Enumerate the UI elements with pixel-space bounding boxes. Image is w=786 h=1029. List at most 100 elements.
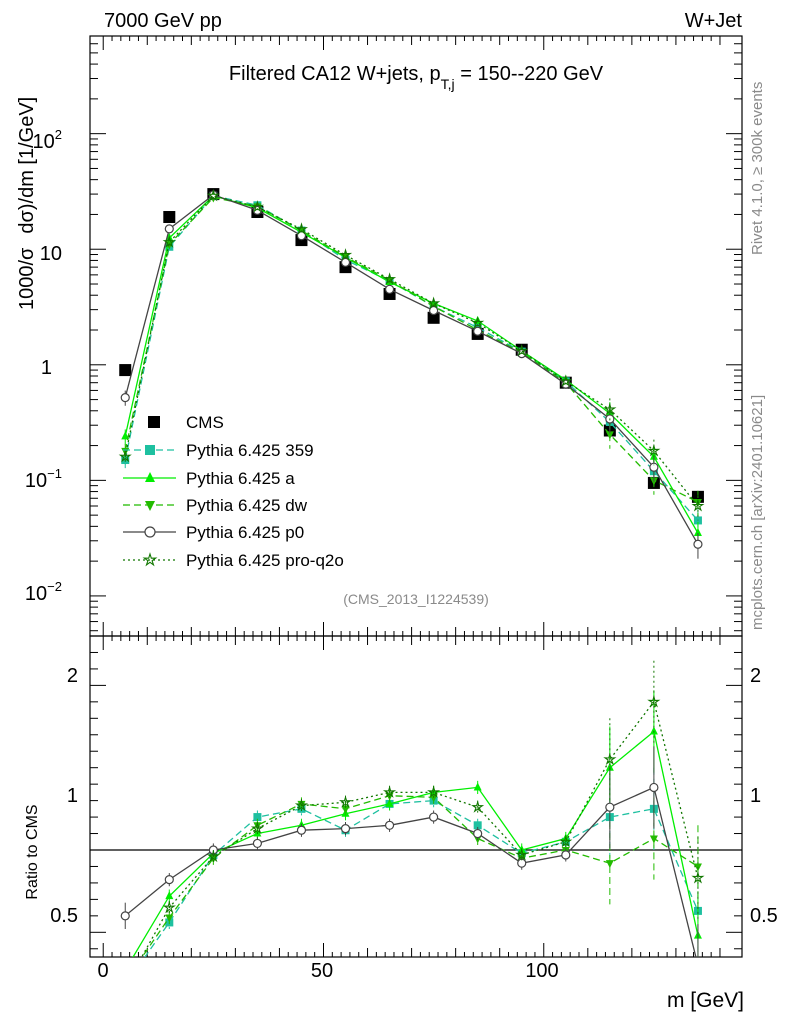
ratio-point-pythia-6-425-pro-q2o xyxy=(206,849,220,863)
ytick-1e2: 102 xyxy=(33,127,62,153)
ratio-point-pythia-6-425-a xyxy=(385,798,394,807)
ytick-10: 10 xyxy=(40,243,62,265)
ratio-point-pythia-6-425-pro-q2o xyxy=(294,798,309,812)
x-axis-label: m [GeV] xyxy=(667,989,744,1012)
data-point-pythia-6-425-p0 xyxy=(164,224,174,234)
series-line-pythia-6-425-p0 xyxy=(124,194,699,545)
main-frame xyxy=(89,35,743,637)
data-point-pythia-6-425-p0 xyxy=(473,326,483,336)
data-point-pythia-6-425-dw xyxy=(605,431,614,440)
legend-marker-pythia-6-425-359 xyxy=(145,445,155,455)
data-point-pythia-6-425-pro-q2o xyxy=(603,402,617,416)
data-point-cms xyxy=(163,211,176,224)
header-left: 7000 GeV pp xyxy=(104,10,222,32)
legend-label-pro-q2o: Pythia 6.425 pro-q2o xyxy=(186,551,344,570)
ratio-point-pythia-6-425-pro-q2o xyxy=(559,834,573,848)
xtick-50: 50 xyxy=(311,960,333,982)
ratio-point-pythia-6-425-p0 xyxy=(252,838,263,849)
data-point-pythia-6-425-p0 xyxy=(429,305,439,316)
ratio-point-pythia-6-425-p0 xyxy=(605,802,615,812)
legend-label-p0: Pythia 6.425 p0 xyxy=(186,523,304,542)
ratio-line-pythia-6-425-a xyxy=(132,730,699,957)
ratio-point-pythia-6-425-pro-q2o xyxy=(471,800,485,813)
chart-title: Filtered CA12 W+jets, pT,j = 150--220 Ge… xyxy=(229,63,604,92)
ratio-point-pythia-6-425-pro-q2o xyxy=(691,871,705,884)
ratio-point-pythia-6-425-p0 xyxy=(517,858,527,868)
ratio-point-pythia-6-425-p0 xyxy=(694,961,702,969)
ytick-1e-2: 10−2 xyxy=(25,579,62,605)
ratio-point-pythia-6-425-p0 xyxy=(473,828,483,839)
data-point-pythia-6-425-pro-q2o xyxy=(118,449,132,463)
ratio-point-pythia-6-425-359 xyxy=(473,821,482,830)
ratio-y-label: Ratio to CMS xyxy=(24,804,41,899)
data-point-pythia-6-425-p0 xyxy=(693,539,703,549)
chart-title-pre: Filtered CA12 W+jets, p xyxy=(229,63,441,85)
ratio-point-pythia-6-425-dw xyxy=(605,860,614,869)
ytick-1e-1: 10−1 xyxy=(25,466,62,492)
ratio-tick-0.5: 0.5 xyxy=(50,905,78,927)
legend-label-cms: CMS xyxy=(186,413,224,432)
data-point-pythia-6-425-pro-q2o xyxy=(250,200,265,213)
ratio-line-pythia-6-425-pro-q2o xyxy=(140,700,699,957)
series-line-pythia-6-425-dw xyxy=(124,196,699,503)
ratio-point-pythia-6-425-dw xyxy=(341,805,350,814)
data-point-cms xyxy=(119,364,132,377)
ratio-point-pythia-6-425-pro-q2o xyxy=(603,752,617,766)
mcplots-label: mcplots.cern.ch [arXiv:2401.10621] xyxy=(749,395,766,630)
ytick-1: 1 xyxy=(41,357,52,379)
ratio-point-pythia-6-425-pro-q2o xyxy=(162,900,176,914)
ratio-tick-1-right: 1 xyxy=(750,785,761,807)
ratio-point-pythia-6-425-a xyxy=(165,891,174,900)
xtick-100: 100 xyxy=(525,960,558,982)
ratio-line-pythia-6-425-dw xyxy=(141,795,699,957)
ratio-point-pythia-6-425-p0 xyxy=(164,875,174,885)
ratio-line-pythia-6-425-p0 xyxy=(124,786,697,957)
ratio-point-pythia-6-425-p0 xyxy=(429,812,439,822)
ratio-point-pythia-6-425-dw xyxy=(649,835,658,844)
ratio-point-pythia-6-425-359 xyxy=(121,981,129,989)
ratio-point-pythia-6-425-p0 xyxy=(649,782,659,793)
xtick-0: 0 xyxy=(97,960,108,982)
chart-title-sub: T,j xyxy=(441,76,455,92)
legend-label-dw: Pythia 6.425 dw xyxy=(186,496,308,515)
ratio-point-pythia-6-425-dw xyxy=(253,822,262,831)
chart-title-post: = 150--220 GeV xyxy=(455,63,604,85)
ratio-point-pythia-6-425-p0 xyxy=(561,850,571,860)
data-point-pythia-6-425-pro-q2o xyxy=(294,222,309,235)
ratio-point-pythia-6-425-pro-q2o xyxy=(382,785,397,798)
data-point-pythia-6-425-pro-q2o xyxy=(427,296,441,309)
ratio-point-pythia-6-425-a xyxy=(649,726,658,735)
ratio-point-pythia-6-425-p0 xyxy=(296,825,307,835)
data-point-pythia-6-425-a xyxy=(693,528,702,537)
ratio-point-pythia-6-425-p0 xyxy=(340,823,351,834)
data-point-pythia-6-425-pro-q2o xyxy=(647,443,661,457)
data-point-pythia-6-425-pro-q2o xyxy=(471,316,485,329)
data-point-pythia-6-425-pro-q2o xyxy=(382,272,397,285)
ratio-tick-0.5-right: 0.5 xyxy=(750,905,778,927)
header-right: W+Jet xyxy=(685,10,743,32)
y-axis-label-b: dσ)/dm [1/GeV] xyxy=(16,97,38,234)
data-point-pythia-6-425-pro-q2o xyxy=(691,499,705,512)
ratio-tick-2: 2 xyxy=(67,665,78,687)
legend-marker-pythia-6-425-p0 xyxy=(144,526,156,538)
data-point-pythia-6-425-p0 xyxy=(340,257,351,267)
ratio-point-pythia-6-425-pro-q2o xyxy=(427,785,441,798)
ratio-point-pythia-6-425-pro-q2o xyxy=(338,795,353,808)
ratio-point-pythia-6-425-dw xyxy=(165,914,174,923)
data-point-pythia-6-425-pro-q2o xyxy=(338,248,353,261)
legend-marker-pythia-6-425-a xyxy=(145,472,155,482)
data-point-pythia-6-425-pro-q2o xyxy=(206,188,220,202)
data-point-pythia-6-425-pro-q2o xyxy=(162,235,176,248)
ratio-point-pythia-6-425-dw xyxy=(121,979,129,987)
ratio-frame xyxy=(89,635,743,958)
ratio-point-pythia-6-425-pro-q2o xyxy=(647,694,661,708)
ratio-tick-2-right: 2 xyxy=(750,665,761,687)
data-point-pythia-6-425-pro-q2o xyxy=(559,374,573,387)
y-axis-label: 1000/σ dσ)/dm [1/GeV] xyxy=(16,97,38,310)
legend-label-a: Pythia 6.425 a xyxy=(186,469,295,488)
ratio-series-group xyxy=(120,660,705,989)
legend-marker-cms xyxy=(148,416,160,428)
plot-layer xyxy=(89,35,743,989)
data-point-pythia-6-425-p0 xyxy=(649,462,659,472)
